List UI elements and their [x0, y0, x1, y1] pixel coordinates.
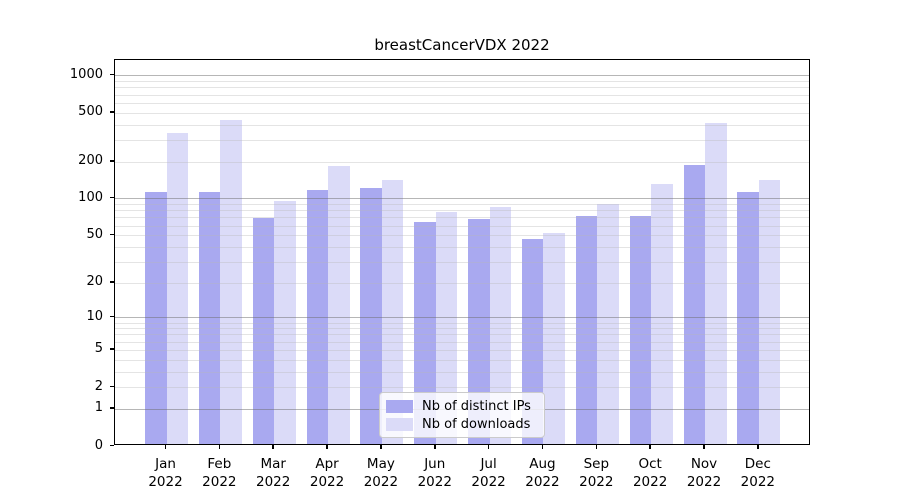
x-tick-label: Feb 2022 [202, 456, 237, 490]
x-tick-label: Nov 2022 [686, 456, 722, 490]
x-tick-label: Oct 2022 [632, 456, 668, 490]
y-tick-label: 50 [86, 226, 103, 242]
chart-title: breastCancerVDX 2022 [374, 36, 550, 54]
x-tick-label: Jan 2022 [148, 456, 183, 490]
x-tick [541, 445, 544, 449]
y-tick-label: 0 [94, 437, 103, 453]
grid-line-minor [115, 87, 809, 89]
bar-downloads [435, 212, 458, 444]
y-tick-label: 5 [94, 341, 103, 357]
y-tick [110, 196, 114, 199]
y-tick [110, 385, 114, 388]
bar-distinct-ips [468, 219, 490, 444]
x-tick [380, 445, 382, 449]
y-tick [110, 444, 114, 446]
y-tick-label: 1000 [69, 66, 103, 82]
legend-item-downloads: Nb of downloads [386, 416, 537, 432]
y-tick [110, 348, 114, 350]
y-tick-label: 20 [86, 274, 103, 290]
x-tick-label: Sep 2022 [579, 456, 614, 490]
x-tick [757, 445, 759, 449]
y-tick-label: 1 [94, 400, 103, 416]
bar-distinct-ips [737, 192, 759, 444]
legend-label-distinct-ips: Nb of distinct IPs [422, 398, 531, 414]
bar-distinct-ips [360, 188, 382, 444]
y-tick-label: 10 [86, 308, 103, 324]
bar-distinct-ips [575, 216, 598, 444]
bar-downloads [220, 119, 242, 444]
grid-line-minor [115, 94, 809, 96]
bar-downloads [651, 184, 673, 444]
y-tick [110, 281, 114, 283]
bar-downloads [489, 206, 512, 444]
grid-line-minor [115, 112, 809, 114]
bar-downloads [543, 233, 565, 444]
bar-downloads [274, 201, 296, 444]
y-tick-label: 2 [94, 378, 103, 394]
y-tick-label: 200 [78, 153, 103, 169]
x-tick [434, 445, 436, 449]
x-tick [164, 445, 167, 449]
bar-downloads [328, 166, 350, 444]
x-tick-label: Jun 2022 [417, 456, 452, 490]
grid-line-minor [115, 81, 809, 83]
bar-downloads [381, 179, 404, 444]
bar-downloads [597, 204, 619, 444]
y-tick-label: 500 [78, 104, 103, 120]
x-tick [595, 445, 598, 449]
bar-distinct-ips [306, 189, 329, 444]
bar-distinct-ips [629, 215, 652, 444]
x-tick [649, 445, 651, 449]
x-tick-label: Dec 2022 [740, 456, 776, 490]
legend-label-downloads: Nb of downloads [422, 416, 531, 432]
y-tick [110, 407, 114, 409]
y-tick [110, 160, 114, 162]
legend-swatch-downloads [386, 417, 413, 431]
legend-item-distinct-ips: Nb of distinct IPs [386, 398, 537, 414]
x-tick-label: May 2022 [363, 456, 399, 490]
x-tick-label: Aug 2022 [525, 456, 560, 490]
bar-distinct-ips [145, 191, 167, 444]
plot-area [114, 59, 810, 445]
grid-line-minor [115, 102, 809, 104]
bar-downloads [166, 133, 188, 444]
bar-downloads [758, 179, 781, 444]
y-tick-label: 100 [78, 189, 103, 205]
y-tick [110, 315, 114, 318]
y-tick [110, 233, 114, 236]
x-tick-label: Mar 2022 [256, 456, 291, 490]
x-tick [487, 445, 490, 449]
bar-distinct-ips [198, 191, 221, 444]
x-tick [703, 445, 705, 449]
x-tick [326, 445, 328, 449]
x-tick [272, 445, 274, 449]
legend: Nb of distinct IPs Nb of downloads [379, 392, 545, 438]
legend-swatch-distinct-ips [386, 399, 413, 413]
bar-distinct-ips [252, 217, 275, 444]
x-tick-label: Jul 2022 [471, 456, 506, 490]
y-tick [110, 73, 114, 76]
bar-distinct-ips [683, 165, 705, 444]
bar-distinct-ips [414, 221, 436, 444]
y-tick [110, 111, 114, 113]
grid-line-major [115, 75, 809, 77]
x-tick [218, 445, 221, 449]
x-tick-label: Apr 2022 [309, 456, 345, 490]
bar-downloads [705, 123, 727, 444]
